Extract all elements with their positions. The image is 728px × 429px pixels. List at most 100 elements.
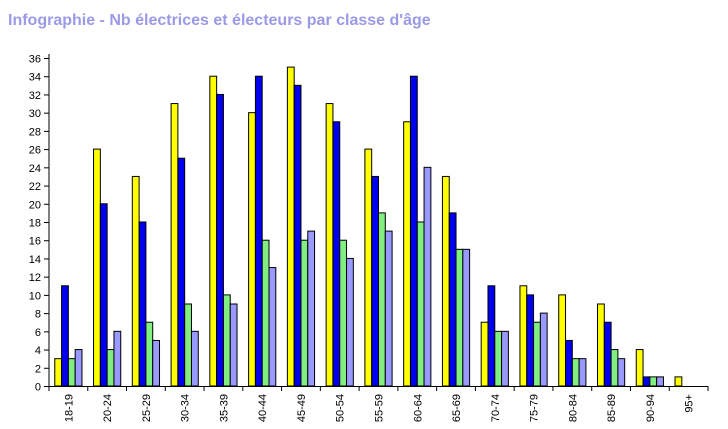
- bar: [106, 349, 115, 387]
- bar: [229, 303, 238, 387]
- y-tick-label: 34: [29, 72, 41, 84]
- y-tick-label: 10: [29, 290, 41, 302]
- bar: [642, 376, 651, 387]
- bar: [209, 75, 218, 387]
- bar: [93, 148, 101, 387]
- bar: [99, 203, 108, 387]
- bar: [635, 349, 644, 387]
- y-tick-label: 22: [29, 181, 41, 193]
- x-tick-label: 30-34: [180, 394, 192, 422]
- bar: [67, 358, 76, 387]
- bar: [152, 339, 161, 387]
- x-tick-label: 85-89: [606, 394, 618, 422]
- bar: [526, 294, 535, 387]
- y-tick-label: 24: [29, 163, 41, 175]
- y-tick-label: 36: [29, 54, 41, 66]
- bar: [184, 303, 192, 387]
- bar: [286, 66, 295, 387]
- y-tick-label: 32: [29, 90, 41, 102]
- bar: [480, 321, 489, 387]
- bar: [113, 330, 122, 387]
- bar: [170, 103, 179, 387]
- bar: [339, 239, 348, 387]
- x-tick-label: 50-54: [335, 394, 347, 422]
- y-tick-label: 18: [29, 218, 41, 230]
- y-tick-label: 8: [35, 309, 41, 321]
- chart-title: Infographie - Nb électrices et électeurs…: [8, 12, 431, 29]
- y-tick-label: 0: [35, 382, 41, 394]
- bar: [190, 330, 199, 387]
- x-tick-label: 45-49: [296, 394, 308, 422]
- bar: [248, 112, 256, 387]
- bar: [332, 121, 341, 387]
- x-tick-label: 55-59: [374, 394, 386, 422]
- bar: [674, 376, 683, 387]
- x-tick-label: 75-79: [529, 394, 541, 422]
- bar: [254, 75, 263, 387]
- bar: [610, 349, 619, 387]
- x-tick-label: 40-44: [257, 394, 269, 422]
- bar: [307, 230, 316, 387]
- bar: [649, 376, 658, 387]
- x-axis: 18-19 20-24 25-29 30-34 35-39 40-44 45-49 50-54…: [48, 386, 709, 422]
- bar: [462, 248, 471, 387]
- bars: [54, 66, 683, 387]
- bar: [539, 312, 548, 387]
- y-tick-label: 28: [29, 126, 41, 138]
- x-tick-label: 70-74: [490, 394, 502, 422]
- bar: [571, 358, 580, 387]
- x-tick-label: 90-94: [645, 394, 657, 422]
- x-tick-label: 35-39: [218, 394, 230, 422]
- bar: [416, 221, 425, 387]
- bar: [54, 358, 63, 387]
- x-tick-label: 20-24: [102, 394, 114, 422]
- y-tick-label: 16: [29, 236, 41, 248]
- bar: [61, 285, 69, 387]
- bar: [222, 294, 231, 387]
- x-tick-label: 60-64: [412, 394, 424, 422]
- bar: [558, 294, 567, 387]
- bar: [371, 175, 380, 387]
- bar: [596, 303, 605, 387]
- bar: [138, 221, 147, 387]
- bar: [533, 321, 541, 387]
- bar: [403, 121, 411, 387]
- y-tick-label: 26: [29, 145, 41, 157]
- bar: [494, 330, 503, 387]
- x-tick-label: 25-29: [141, 394, 153, 422]
- bar: [617, 358, 626, 387]
- bar: [300, 239, 309, 387]
- bar: [384, 230, 393, 387]
- bar: [441, 175, 450, 387]
- bar: [455, 248, 464, 387]
- bar: [325, 103, 334, 387]
- bar: [177, 157, 186, 387]
- bar: [656, 376, 664, 387]
- bar: [145, 321, 154, 387]
- y-tick-label: 12: [29, 272, 41, 284]
- bar: [268, 267, 277, 387]
- y-tick-label: 2: [35, 363, 41, 375]
- bar: [74, 349, 83, 387]
- bar: [578, 358, 587, 387]
- x-tick-label: 80-84: [567, 394, 579, 422]
- bar: [131, 175, 140, 387]
- bar: [487, 285, 496, 387]
- bar: [346, 257, 354, 387]
- y-tick-label: 4: [35, 345, 41, 357]
- bar: [261, 239, 270, 387]
- bar: [364, 148, 373, 387]
- bar: [519, 285, 528, 387]
- y-tick-label: 30: [29, 108, 41, 120]
- bar: [293, 84, 302, 387]
- bar: [603, 321, 612, 387]
- bar: [409, 75, 418, 387]
- x-tick-label: 95+: [684, 394, 696, 413]
- bar: [501, 330, 509, 387]
- bar: [216, 93, 224, 387]
- bar: [448, 212, 457, 387]
- bar: [565, 339, 573, 387]
- y-tick-label: 20: [29, 199, 41, 211]
